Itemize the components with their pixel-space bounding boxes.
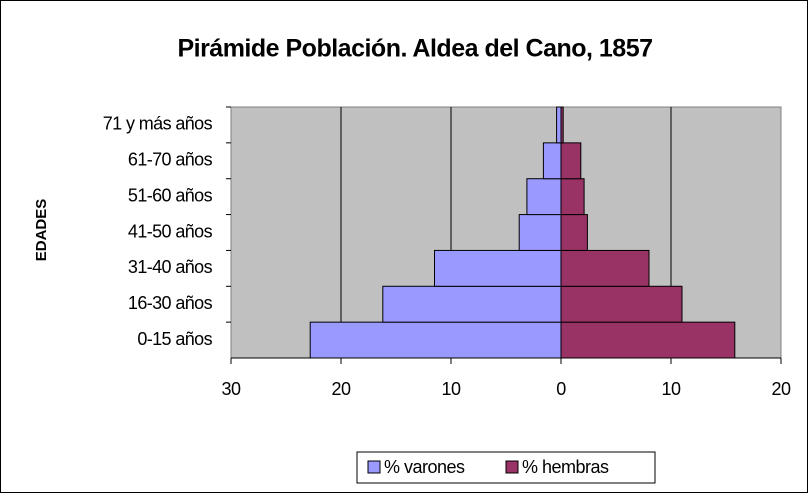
x-tick-label: 20 xyxy=(771,379,791,399)
y-axis-label: EDADES xyxy=(33,199,50,262)
legend-label: % varones xyxy=(384,457,465,477)
y-tick-label: 51-60 años xyxy=(128,185,213,205)
bar xyxy=(560,321,736,359)
bar xyxy=(560,142,582,180)
legend-swatch xyxy=(367,460,381,474)
y-tick-label: 0-15 años xyxy=(137,329,212,349)
legend-label: % hembras xyxy=(522,457,609,477)
x-tick-label: 20 xyxy=(331,379,351,399)
bar xyxy=(542,142,562,180)
bar xyxy=(560,178,585,216)
x-tick-label: 30 xyxy=(221,379,241,399)
bar xyxy=(526,178,562,216)
bar xyxy=(556,106,562,144)
y-tick-label: 71 y más años xyxy=(103,114,213,134)
bar xyxy=(382,285,562,323)
x-tick-label: 0 xyxy=(556,379,566,399)
x-tick-label: 10 xyxy=(441,379,461,399)
y-tick-label: 61-70 años xyxy=(128,150,213,170)
y-tick-label: 31-40 años xyxy=(128,257,213,277)
bar xyxy=(560,285,683,323)
bar xyxy=(434,249,562,287)
x-tick-label: 10 xyxy=(661,379,681,399)
legend-swatch xyxy=(505,460,519,474)
bar xyxy=(560,249,650,287)
bar xyxy=(518,214,562,251)
chart-title: Pirámide Población. Aldea del Cano, 1857 xyxy=(177,35,652,63)
y-tick-label: 41-50 años xyxy=(128,221,213,241)
bar xyxy=(560,214,588,251)
y-tick-label: 16-30 años xyxy=(128,293,213,313)
bar xyxy=(309,321,562,359)
